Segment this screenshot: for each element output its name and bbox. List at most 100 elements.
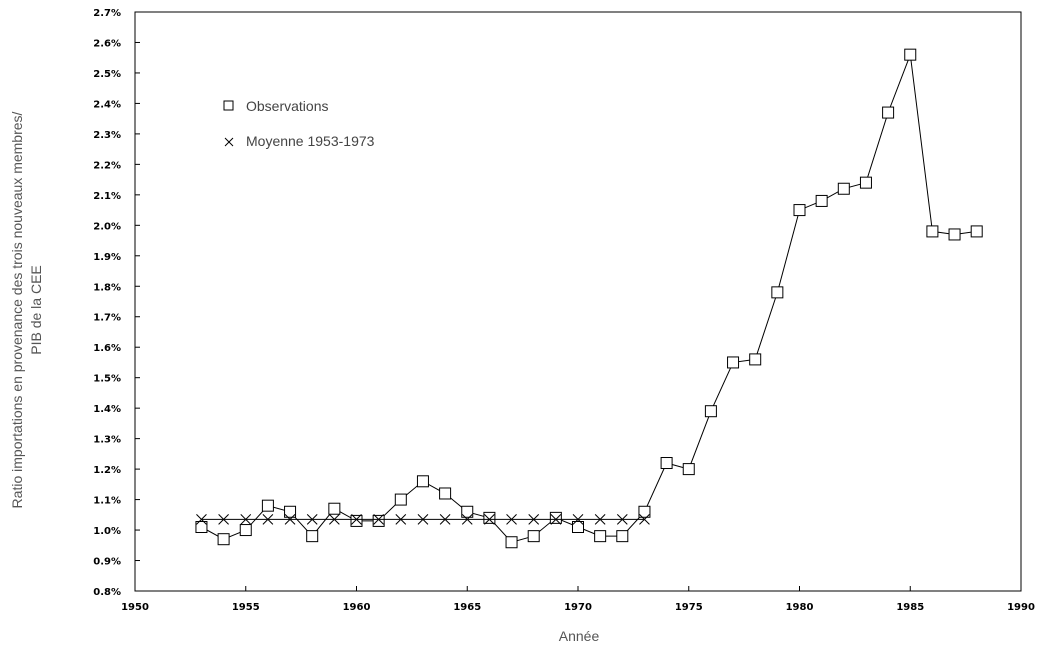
x-marker-stroke xyxy=(351,514,362,525)
data-point-moyenne xyxy=(395,514,407,525)
data-point-observation xyxy=(350,514,363,527)
data-point-moyenne xyxy=(572,514,584,525)
data-point-moyenne xyxy=(528,514,540,525)
x-marker-stroke xyxy=(461,514,473,525)
x-tick-label: 1965 xyxy=(453,602,481,613)
x-marker-stroke xyxy=(196,514,207,525)
y-tick-label: 1.2% xyxy=(93,465,121,476)
data-point-observation xyxy=(261,499,274,512)
x-marker-stroke xyxy=(218,514,229,525)
y-tick-label: 1.8% xyxy=(93,282,121,293)
data-point-observation xyxy=(815,194,828,207)
data-point-moyenne xyxy=(240,514,252,525)
data-point-observation xyxy=(904,48,917,61)
y-tick-label: 2.6% xyxy=(93,38,121,49)
data-point-observation xyxy=(970,225,983,238)
data-point-observation xyxy=(771,286,784,299)
x-tick-label: 1975 xyxy=(675,602,703,613)
y-tick-label: 2.1% xyxy=(93,191,121,202)
x-marker-stroke xyxy=(550,514,562,525)
y-tick-label: 2.2% xyxy=(93,160,121,171)
data-point-moyenne xyxy=(351,514,362,525)
y-tick-label: 1.0% xyxy=(93,526,121,537)
data-point-observation xyxy=(527,530,540,543)
data-point-observation xyxy=(859,176,872,189)
y-tick-label: 0.9% xyxy=(93,557,121,568)
data-point-observation xyxy=(749,353,762,366)
data-point-moyenne xyxy=(284,514,296,525)
data-point-observation xyxy=(948,228,961,241)
data-point-observation xyxy=(284,505,297,518)
x-marker-stroke xyxy=(395,514,407,525)
x-tick-label: 1960 xyxy=(343,602,371,613)
legend-label-observations: Observations xyxy=(246,98,328,114)
x-marker-stroke xyxy=(594,514,606,525)
y-tick-label: 1.3% xyxy=(93,435,121,446)
data-point-moyenne xyxy=(484,514,495,525)
data-point-moyenne xyxy=(550,514,562,525)
data-point-observation xyxy=(483,511,496,524)
x-marker-stroke xyxy=(240,514,252,525)
x-marker-stroke xyxy=(639,514,650,525)
data-point-observation xyxy=(217,533,230,546)
x-tick-label: 1985 xyxy=(896,602,924,613)
data-point-observation xyxy=(439,487,452,500)
data-point-observation xyxy=(682,463,695,476)
y-tick-label: 1.1% xyxy=(93,496,121,507)
data-point-observation xyxy=(195,521,208,534)
x-marker-stroke xyxy=(439,514,451,525)
data-point-observation xyxy=(306,530,319,543)
y-tick-label: 0.8% xyxy=(93,587,121,598)
y-tick-label: 2.0% xyxy=(93,221,121,232)
data-point-moyenne xyxy=(616,514,628,525)
x-axis-label: Année xyxy=(559,628,600,644)
y-axis-label-line-2: PIB de la CEE xyxy=(28,265,44,355)
data-point-observation xyxy=(594,530,607,543)
x-tick-label: 1980 xyxy=(786,602,814,613)
legend-marker-moyenne xyxy=(224,137,234,147)
x-marker-stroke xyxy=(417,514,429,525)
x-marker-stroke xyxy=(306,514,318,525)
data-point-observation xyxy=(549,511,562,524)
axes: 0.8% 0.9% 1.0% 1.1% 1.2% 1.3% 1.4% 1.5% 1.6% 1.7%… xyxy=(93,8,1035,613)
data-point-observation xyxy=(239,524,252,537)
data-point-observation xyxy=(660,457,673,470)
legend-label-moyenne: Moyenne 1953-1973 xyxy=(246,133,375,149)
y-tick-label: 2.3% xyxy=(93,130,121,141)
data-point-moyenne xyxy=(594,514,606,525)
legend: Observations Moyenne 1953-1973 xyxy=(223,98,375,149)
data-point-observation xyxy=(416,475,429,488)
data-point-observation xyxy=(572,521,584,534)
data-point-moyenne xyxy=(439,514,451,525)
y-tick-label: 2.4% xyxy=(93,99,121,110)
x-marker-stroke xyxy=(616,514,628,525)
y-tick-label: 2.7% xyxy=(93,8,121,19)
data-point-observation xyxy=(704,405,717,418)
data-point-moyenne xyxy=(262,514,274,525)
x-marker-stroke xyxy=(373,514,385,525)
data-point-observation xyxy=(328,502,341,515)
x-marker-stroke xyxy=(506,514,517,525)
data-point-moyenne xyxy=(328,514,340,525)
y-axis-label-line-1: Ratio importations en provenance des tro… xyxy=(9,111,25,508)
data-point-observation xyxy=(461,505,474,518)
y-tick-label: 1.4% xyxy=(93,404,121,415)
data-point-observation xyxy=(505,536,518,549)
y-tick-label: 1.5% xyxy=(93,374,121,385)
data-point-observation xyxy=(926,225,939,238)
data-point-moyenne xyxy=(417,514,429,525)
x-tick-label: 1990 xyxy=(1007,602,1035,613)
data-point-observation xyxy=(882,106,895,119)
x-marker-stroke xyxy=(284,514,296,525)
data-point-observation xyxy=(727,356,740,369)
y-tick-label: 1.6% xyxy=(93,343,121,354)
data-point-observation xyxy=(616,530,629,543)
x-marker-stroke xyxy=(262,514,274,525)
series-line-observations xyxy=(201,54,977,543)
data-point-moyenne xyxy=(306,514,318,525)
data-point-moyenne xyxy=(373,514,385,525)
legend-marker-observations xyxy=(223,100,234,111)
data-point-observation xyxy=(837,182,850,195)
x-marker-stroke xyxy=(328,514,340,525)
